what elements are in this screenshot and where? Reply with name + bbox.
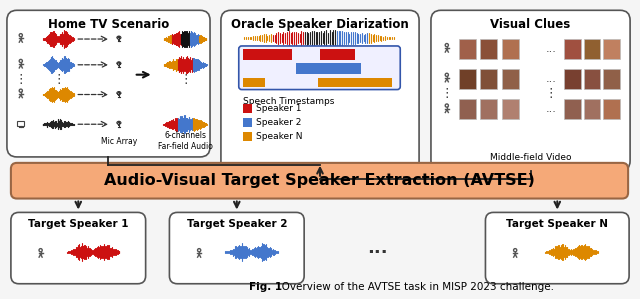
Bar [459,100,476,119]
Bar [564,69,580,89]
Bar [604,69,620,89]
Text: ⋮: ⋮ [179,73,191,86]
Text: Speaker 1: Speaker 1 [255,104,301,113]
Bar [296,63,360,74]
Bar [17,121,24,126]
Bar [502,69,519,89]
FancyBboxPatch shape [239,46,400,90]
Text: ...: ... [545,44,556,54]
FancyBboxPatch shape [11,163,628,199]
Text: Target Speaker N: Target Speaker N [506,219,608,229]
Text: ...: ... [545,104,556,115]
Bar [564,39,580,59]
Text: ⋮: ⋮ [52,73,65,86]
Text: Audio-Visual Target Speaker Extraction (AVTSE): Audio-Visual Target Speaker Extraction (… [104,173,535,188]
Text: ...: ... [367,239,388,257]
FancyBboxPatch shape [170,212,304,284]
Bar [584,100,600,119]
Bar [459,69,476,89]
Bar [243,132,252,141]
Bar [481,39,497,59]
Bar [584,39,600,59]
Text: Target Speaker 1: Target Speaker 1 [28,219,129,229]
Text: Oracle Speaker Diarization: Oracle Speaker Diarization [231,18,409,31]
Bar [481,100,497,119]
Text: Fig. 1: Fig. 1 [249,282,282,292]
Bar [318,78,392,87]
FancyBboxPatch shape [431,10,630,171]
Text: ⋮: ⋮ [15,73,27,86]
Text: Visual Clues: Visual Clues [490,18,571,31]
Text: . Overview of the AVTSE task in MISP 2023 challenge.: . Overview of the AVTSE task in MISP 202… [275,282,554,292]
Bar [243,49,292,60]
Bar [604,39,620,59]
Bar [459,39,476,59]
FancyBboxPatch shape [221,10,419,179]
Bar [243,118,252,127]
Text: Home TV Scenario: Home TV Scenario [48,18,169,31]
FancyBboxPatch shape [486,212,629,284]
Text: Target Speaker 2: Target Speaker 2 [186,219,287,229]
Text: Speech Timestamps: Speech Timestamps [243,97,334,106]
Bar [243,78,264,87]
Bar [584,69,600,89]
Text: 6-channels
Far-field Audio: 6-channels Far-field Audio [158,131,212,151]
Text: Speaker N: Speaker N [255,132,302,141]
Bar [320,49,355,60]
Bar [604,100,620,119]
Text: Mic Array: Mic Array [100,137,137,146]
Text: ⋮: ⋮ [440,87,453,100]
FancyBboxPatch shape [7,10,210,157]
Text: ⋮: ⋮ [545,87,557,100]
Bar [481,69,497,89]
Bar [243,104,252,113]
FancyBboxPatch shape [11,212,146,284]
Text: Middle-field Video: Middle-field Video [490,153,572,162]
Bar [502,39,519,59]
Text: Speaker 2: Speaker 2 [255,118,301,127]
Text: ...: ... [545,74,556,84]
Bar [564,100,580,119]
Bar [502,100,519,119]
